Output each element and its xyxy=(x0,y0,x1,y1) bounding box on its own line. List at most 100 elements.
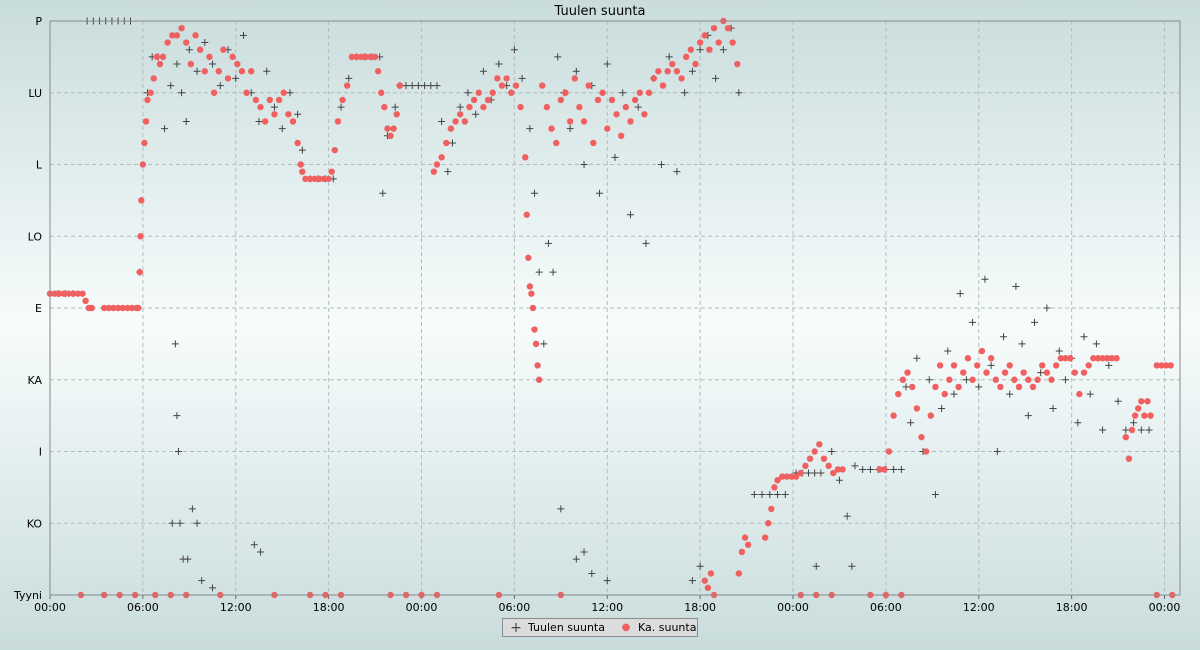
data-point-dot xyxy=(443,139,450,147)
data-point-dot xyxy=(316,175,323,183)
data-point-dot xyxy=(452,118,459,125)
data-point-plus xyxy=(642,239,650,247)
data-point-plus xyxy=(828,448,836,455)
data-point-dot xyxy=(229,53,236,61)
data-point-dot xyxy=(706,46,713,53)
data-point-dot xyxy=(683,53,690,61)
data-point-plus xyxy=(1099,426,1107,434)
data-point-plus xyxy=(962,376,970,384)
data-point-plus xyxy=(596,189,604,197)
data-point-plus xyxy=(866,465,874,473)
data-point-plus xyxy=(526,125,534,133)
data-point-plus xyxy=(479,67,487,75)
data-point-plus xyxy=(758,491,766,499)
data-point-dot xyxy=(1076,390,1083,398)
data-point-dot xyxy=(252,96,260,104)
data-point-plus xyxy=(1122,426,1130,434)
data-point-dot xyxy=(508,89,515,96)
data-point-plus xyxy=(859,465,867,473)
data-point-plus xyxy=(603,60,611,68)
data-point-dot xyxy=(331,146,339,154)
data-point-dot xyxy=(1029,383,1037,391)
data-point-plus xyxy=(298,146,306,154)
data-point-dot xyxy=(525,254,532,261)
data-point-dot xyxy=(128,304,136,312)
data-point-dot xyxy=(552,139,560,147)
data-point-plus xyxy=(198,577,206,585)
y-tick-label: KA xyxy=(27,374,42,387)
data-point-dot xyxy=(1052,362,1060,369)
data-point-dot xyxy=(159,53,167,61)
data-point-plus xyxy=(176,519,184,527)
data-point-dot xyxy=(992,376,999,383)
data-point-dot xyxy=(645,89,653,96)
data-point-dot xyxy=(1108,355,1116,362)
data-point-dot xyxy=(517,103,524,111)
data-point-plus xyxy=(337,103,345,111)
data-point-plus xyxy=(812,562,820,570)
data-point-dot xyxy=(51,290,58,297)
data-point-plus xyxy=(657,161,665,168)
data-point-dot xyxy=(289,118,297,125)
data-point-dot xyxy=(535,376,543,383)
data-point-dot xyxy=(1104,355,1111,362)
data-point-dot xyxy=(522,154,529,161)
data-point-plus xyxy=(1080,333,1088,341)
data-point-plus xyxy=(184,555,192,563)
data-point-plus xyxy=(588,569,596,577)
data-point-dot xyxy=(79,290,86,297)
data-point-dot xyxy=(447,125,455,132)
data-point-plus xyxy=(257,548,265,556)
data-point-plus xyxy=(209,60,217,68)
data-point-dot xyxy=(178,24,185,32)
data-point-dot xyxy=(348,53,356,61)
plus-marker-icon: + xyxy=(510,619,522,636)
data-point-dot xyxy=(153,53,161,61)
data-point-dot xyxy=(137,233,144,240)
data-point-dot xyxy=(70,290,77,297)
y-tick-label: I xyxy=(39,446,42,459)
data-point-dot xyxy=(183,39,190,46)
data-point-dot xyxy=(983,369,990,376)
data-point-dot xyxy=(1048,376,1055,383)
data-point-dot xyxy=(825,462,832,470)
data-point-dot xyxy=(489,89,496,96)
data-point-dot xyxy=(735,570,743,577)
data-point-plus xyxy=(201,39,209,47)
data-point-dot xyxy=(60,290,68,297)
data-point-plus xyxy=(851,462,859,470)
data-point-plus xyxy=(572,67,580,75)
data-point-plus xyxy=(975,383,983,391)
legend-label: Tuulen suunta xyxy=(528,621,605,634)
data-point-dot xyxy=(390,125,397,132)
data-point-dot xyxy=(978,347,986,355)
y-tick-label: L xyxy=(36,159,43,172)
data-point-plus xyxy=(1092,340,1100,348)
data-point-dot xyxy=(771,484,778,491)
data-point-dot xyxy=(1043,369,1051,376)
data-point-dot xyxy=(192,32,199,39)
data-point-plus xyxy=(626,211,634,219)
data-point-dot xyxy=(1025,376,1032,383)
data-point-dot xyxy=(806,455,814,462)
data-point-dot xyxy=(82,297,89,305)
data-point-dot xyxy=(529,304,537,312)
data-point-plus xyxy=(1086,390,1094,398)
y-tick-label: Tyyni xyxy=(13,589,42,602)
data-point-dot xyxy=(1147,412,1154,419)
data-point-dot xyxy=(393,111,400,118)
data-point-dot xyxy=(320,175,328,183)
data-point-dot xyxy=(164,39,171,46)
data-point-dot xyxy=(774,477,781,484)
data-point-plus xyxy=(557,505,565,513)
data-point-dot xyxy=(65,290,72,297)
data-point-dot xyxy=(1085,362,1092,369)
data-point-dot xyxy=(830,469,837,477)
data-point-plus xyxy=(379,189,387,197)
y-tick-label: E xyxy=(35,302,42,315)
data-point-dot xyxy=(885,448,893,455)
data-point-dot xyxy=(792,473,800,480)
data-point-dot xyxy=(206,53,213,61)
data-point-dot xyxy=(144,96,151,104)
x-axis-ticks: 00:00 06:00 12:00 18:00 00:00 06:00 12:00 18:00… xyxy=(34,595,1180,614)
